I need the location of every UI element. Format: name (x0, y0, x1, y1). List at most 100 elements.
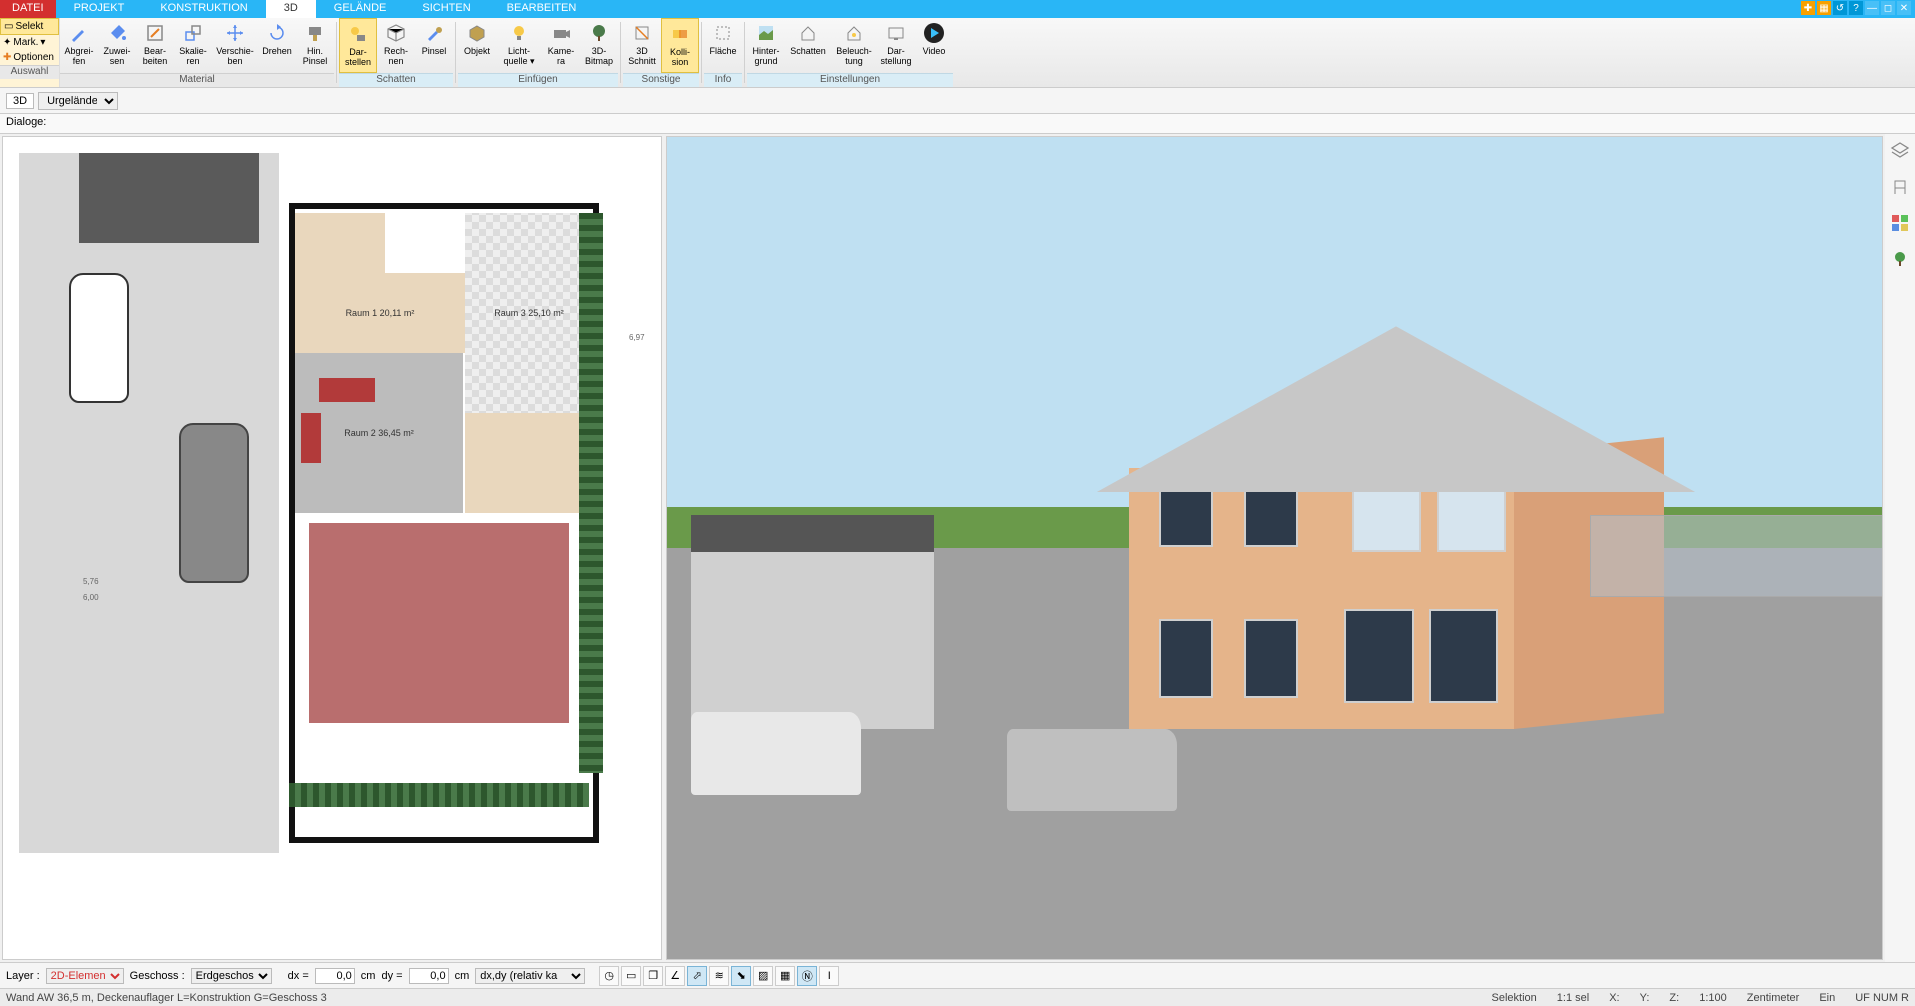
door-lower-1 (1344, 609, 1413, 703)
mark-button[interactable]: ✦Mark. ▾ (0, 35, 59, 50)
bottom-toolbar: Layer : 2D-Elemen Geschoss : Erdgeschos … (0, 962, 1915, 988)
view-badge: 3D (6, 93, 34, 109)
wc-2-icon[interactable]: ▦ (1817, 1, 1831, 15)
3dbitmap-button[interactable]: 3D-Bitmap (580, 18, 618, 73)
status-scale: 1:100 (1699, 992, 1727, 1004)
chair-icon[interactable] (1889, 176, 1911, 198)
selekt-button[interactable]: ▭Selekt (0, 18, 59, 35)
sub-toolbar: 3D Urgelände (0, 88, 1915, 114)
ribbon-sonstige: 3DSchnitt Kolli-sion Sonstige (623, 18, 699, 87)
status-selektion: Selektion (1492, 992, 1537, 1004)
dy-label: dy = (381, 970, 402, 982)
snap-lines-icon[interactable]: ≋ (709, 966, 729, 986)
kamera-button[interactable]: Kame-ra (542, 18, 580, 73)
snap-angle-icon[interactable]: ∠ (665, 966, 685, 986)
menu-gelaende[interactable]: GELÄNDE (316, 0, 405, 18)
window-upper-2 (1244, 489, 1298, 546)
objekt-button[interactable]: Objekt (458, 18, 496, 73)
snap-n-icon[interactable]: Ⓝ (797, 966, 817, 986)
kollision-button[interactable]: Kolli-sion (661, 18, 699, 73)
sun-shadow-icon (346, 22, 370, 46)
play-icon (922, 21, 946, 45)
skalieren-button[interactable]: Skalie-ren (174, 18, 212, 73)
status-x: X: (1609, 992, 1619, 1004)
light-icon (842, 21, 866, 45)
3dschnitt-button[interactable]: 3DSchnitt (623, 18, 661, 73)
bearbeiten-button[interactable]: Bear-beiten (136, 18, 174, 73)
render-view-3d[interactable] (666, 136, 1883, 960)
bucket-icon (105, 21, 129, 45)
einstellungen-label: Einstellungen (747, 73, 953, 87)
dx-input[interactable] (315, 968, 355, 984)
menu-projekt[interactable]: PROJEKT (56, 0, 143, 18)
snap-icons: ◷ ▭ ❐ ∠ ⬀ ≋ ⬊ ▨ ▦ Ⓝ I (599, 966, 839, 986)
geschoss-select[interactable]: Erdgeschos (191, 968, 272, 984)
dx-label: dx = (288, 970, 309, 982)
snap-overlap-icon[interactable]: ❐ (643, 966, 663, 986)
unit-1: cm (361, 970, 376, 982)
layer-select[interactable]: 2D-Elemen (46, 968, 124, 984)
plus-icon: ✚ (3, 52, 11, 63)
menu-konstruktion[interactable]: KONSTRUKTION (142, 0, 265, 18)
wc-close-icon[interactable]: ✕ (1897, 1, 1911, 15)
wc-help-icon[interactable]: ? (1849, 1, 1863, 15)
menu-bearbeiten[interactable]: BEARBEITEN (489, 0, 595, 18)
zuweisen-button[interactable]: Zuwei-sen (98, 18, 136, 73)
beleuchtung-button[interactable]: Beleuch-tung (831, 18, 877, 73)
lichtquelle-button[interactable]: Licht-quelle ▾ (496, 18, 542, 73)
gelaende-select[interactable]: Urgelände (38, 92, 118, 110)
darstellen-button[interactable]: Dar-stellen (339, 18, 377, 73)
menu-3d[interactable]: 3D (266, 0, 316, 18)
collision-icon (668, 22, 692, 46)
coordmode-select[interactable]: dx,dy (relativ ka (475, 968, 585, 984)
ribbon: ▭Selekt ✦Mark. ▾ ✚Optionen Auswahl Abgre… (0, 18, 1915, 88)
status-y: Y: (1640, 992, 1650, 1004)
abgreifen-button[interactable]: Abgrei-fen (60, 18, 98, 73)
snap-ortho-icon[interactable]: ⬀ (687, 966, 707, 986)
plant-icon[interactable] (1889, 248, 1911, 270)
snap-screen-icon[interactable]: ▭ (621, 966, 641, 986)
menu-datei[interactable]: DATEI (0, 0, 56, 18)
tree-icon (587, 21, 611, 45)
optionen-button[interactable]: ✚Optionen (0, 50, 59, 65)
dim-600: 6,00 (83, 593, 99, 602)
verschieben-button[interactable]: Verschie-ben (212, 18, 258, 73)
snap-hatch-icon[interactable]: ▨ (753, 966, 773, 986)
status-selval: 1:1 sel (1557, 992, 1589, 1004)
snap-grid-icon[interactable]: ▦ (775, 966, 795, 986)
pinsel-button[interactable]: Pinsel (415, 18, 453, 73)
drehen-button[interactable]: Drehen (258, 18, 296, 73)
plan-view-2d[interactable]: Raum 4 2,68 m² Raum 1 20,11 m² Raum 3 25… (2, 136, 662, 960)
ribbon-einstellungen: Hinter-grund Schatten Beleuch-tung Dar-s… (747, 18, 953, 87)
menu-sichten[interactable]: SICHTEN (404, 0, 488, 18)
hintergrund-button[interactable]: Hinter-grund (747, 18, 785, 73)
snap-clock-icon[interactable]: ◷ (599, 966, 619, 986)
wc-max-icon[interactable]: ◻ (1881, 1, 1895, 15)
layers-icon[interactable] (1889, 140, 1911, 162)
darstellung-button[interactable]: Dar-stellung (877, 18, 915, 73)
brush-icon (303, 21, 327, 45)
status-bar: Wand AW 36,5 m, Deckenauflager L=Konstru… (0, 988, 1915, 1006)
wc-3-icon[interactable]: ↺ (1833, 1, 1847, 15)
window-lower-1 (1159, 619, 1213, 697)
wc-min-icon[interactable]: — (1865, 1, 1879, 15)
status-z: Z: (1669, 992, 1679, 1004)
palette-icon[interactable] (1889, 212, 1911, 234)
schatten-label: Schatten (339, 73, 453, 87)
hinpinsel-button[interactable]: Hin.Pinsel (296, 18, 334, 73)
terrace (309, 523, 569, 723)
video-button[interactable]: Video (915, 18, 953, 73)
sonstige-label: Sonstige (623, 73, 699, 87)
armchair-icon (301, 413, 321, 463)
schatten-settings-button[interactable]: Schatten (785, 18, 831, 73)
rechnen-button[interactable]: Rech-nen (377, 18, 415, 73)
snap-i-icon[interactable]: I (819, 966, 839, 986)
dy-input[interactable] (409, 968, 449, 984)
flaeche-button[interactable]: Fläche (704, 18, 742, 73)
wc-1-icon[interactable]: ✚ (1801, 1, 1815, 15)
paintbrush-icon (422, 21, 446, 45)
bulb-icon (507, 21, 531, 45)
sofa-icon (319, 378, 375, 402)
snap-para-icon[interactable]: ⬊ (731, 966, 751, 986)
door-lower-2 (1429, 609, 1498, 703)
